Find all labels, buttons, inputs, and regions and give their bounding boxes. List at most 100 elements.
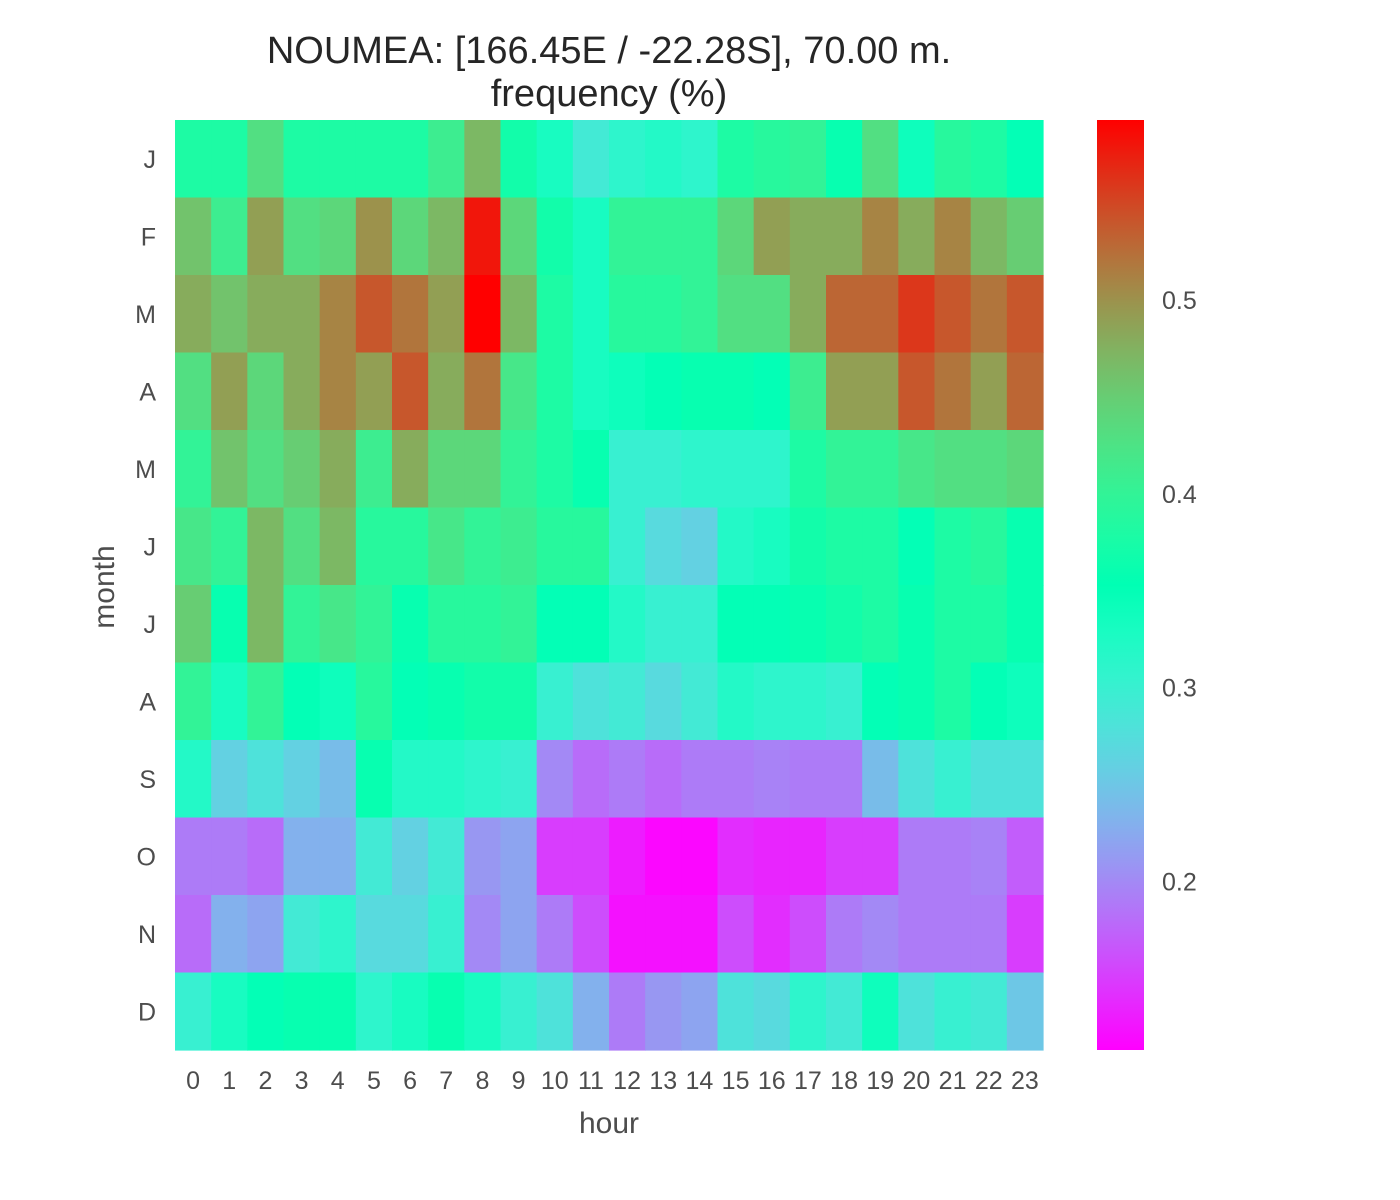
heatmap-cell [898, 817, 936, 896]
heatmap-cell [283, 817, 321, 896]
heatmap-cell [717, 507, 755, 586]
heatmap-cell [862, 197, 899, 276]
heatmap-cell [862, 585, 899, 664]
heatmap-cell [826, 120, 863, 199]
y-tick-label: F [141, 223, 156, 251]
heatmap-cell [1006, 352, 1044, 431]
heatmap-cell [681, 352, 719, 431]
heatmap-cell [500, 662, 538, 741]
heatmap-cell [609, 430, 646, 509]
heatmap-cell [572, 817, 610, 896]
heatmap-cell [934, 120, 972, 199]
heatmap-cell [355, 740, 393, 819]
heatmap-cell [175, 120, 212, 199]
heatmap-cell [789, 817, 827, 896]
chart-title: NOUMEA: [166.45E / -22.28S], 70.00 m. [266, 30, 952, 72]
heatmap-cell [898, 972, 936, 1051]
heatmap-cell [898, 430, 936, 509]
heatmap-cell [1006, 275, 1044, 354]
y-tick-label: A [139, 378, 156, 406]
heatmap-cell [211, 662, 248, 741]
heatmap-cell [247, 352, 285, 431]
heatmap-cell [464, 275, 502, 354]
heatmap-cell [970, 895, 1008, 974]
heatmap-cell [175, 352, 212, 431]
heatmap-cell [464, 120, 502, 199]
y-tick-label: M [135, 456, 156, 484]
x-tick-label: 9 [512, 1067, 526, 1095]
heatmap-cell [283, 197, 321, 276]
heatmap-cell [536, 352, 574, 431]
heatmap-cell [247, 817, 285, 896]
heatmap-cell [500, 352, 538, 431]
heatmap-cell [283, 972, 321, 1051]
x-tick-label: 15 [722, 1067, 750, 1095]
heatmap-cell [536, 817, 574, 896]
heatmap-cell [609, 120, 646, 199]
heatmap-cell [464, 972, 502, 1051]
heatmap-cell [826, 740, 863, 819]
heatmap-cell [753, 275, 791, 354]
colorbar-tick-label: 0.4 [1162, 481, 1197, 509]
heatmap-cell [862, 817, 899, 896]
colorbar [1097, 120, 1144, 1050]
heatmap-cell [645, 197, 682, 276]
heatmap-cell [572, 120, 610, 199]
heatmap-cell [681, 817, 719, 896]
heatmap-cell [898, 507, 936, 586]
x-tick-labels: 0 1 2 3 4 5 6 7 8 9 10 11 12 13 14 15 16 17 18 19 20 21 22 23 [186, 1067, 1039, 1095]
heatmap-cell [753, 662, 791, 741]
heatmap-cell [247, 197, 285, 276]
x-tick-label: 4 [331, 1067, 345, 1095]
heatmap-cell [645, 972, 682, 1051]
heatmap-cell [355, 430, 393, 509]
heatmap-cell [970, 507, 1008, 586]
heatmap-cell [392, 585, 429, 664]
heatmap-cell [717, 197, 755, 276]
heatmap-cell [536, 740, 574, 819]
heatmap-cell [428, 507, 465, 586]
heatmap-cell [826, 972, 863, 1051]
heatmap-cell [283, 352, 321, 431]
heatmap-cell [428, 352, 465, 431]
x-tick-label: 16 [758, 1067, 786, 1095]
x-tick-label: 6 [403, 1067, 417, 1095]
heatmap-cell [211, 895, 248, 974]
heatmap-cell [392, 120, 429, 199]
heatmap-cell [826, 662, 863, 741]
chart-subtitle: frequency (%) [490, 73, 728, 115]
y-tick-label: N [138, 921, 156, 949]
heatmap-cell [970, 585, 1008, 664]
heatmap-cell [392, 275, 429, 354]
heatmap-cell [681, 972, 719, 1051]
heatmap-cell [247, 430, 285, 509]
heatmap-cell [355, 275, 393, 354]
heatmap-cell [826, 275, 863, 354]
heatmap-cell [355, 895, 393, 974]
heatmap-cell [681, 275, 719, 354]
heatmap-cell [609, 197, 646, 276]
heatmap-cell [934, 197, 972, 276]
heatmap-cell [862, 972, 899, 1051]
heatmap-cell [970, 430, 1008, 509]
heatmap-cell [572, 352, 610, 431]
heatmap-cell [970, 972, 1008, 1051]
heatmap-cell [175, 275, 212, 354]
heatmap-cell [717, 585, 755, 664]
heatmap-cell [428, 817, 465, 896]
heatmap-cell [717, 352, 755, 431]
heatmap-cell [717, 430, 755, 509]
x-tick-label: 5 [367, 1067, 381, 1095]
heatmap-cell [645, 275, 682, 354]
heatmap-cell [609, 507, 646, 586]
heatmap-cell [970, 275, 1008, 354]
heatmap-cell [319, 275, 357, 354]
heatmap-cell [355, 352, 393, 431]
heatmap-cell [645, 120, 682, 199]
heatmap-cell [319, 585, 357, 664]
heatmap-cell [392, 430, 429, 509]
heatmap-cell [753, 972, 791, 1051]
heatmap-cell [392, 662, 429, 741]
heatmap-cell [645, 430, 682, 509]
heatmap-cell [970, 352, 1008, 431]
